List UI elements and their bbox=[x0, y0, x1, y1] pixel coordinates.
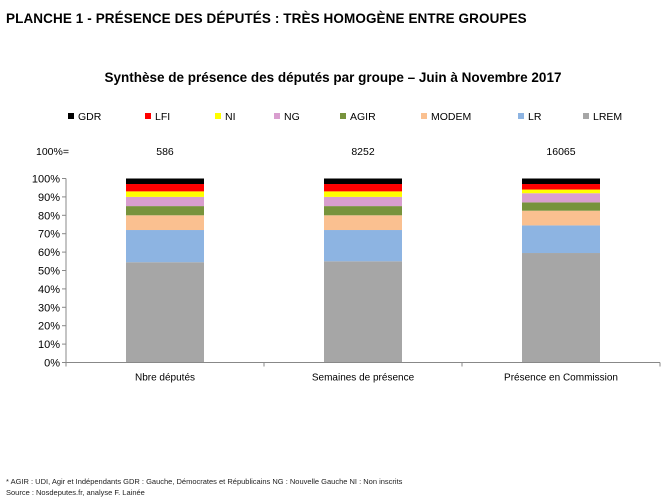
legend-item-lr: LR bbox=[518, 111, 542, 123]
totals-prefix: 100%= bbox=[36, 146, 69, 158]
legend-label: AGIR bbox=[350, 111, 376, 123]
bar-stack bbox=[324, 178, 402, 363]
y-tick-label: 60% bbox=[38, 247, 60, 259]
y-tick-label: 80% bbox=[38, 210, 60, 222]
chart-title: Synthèse de présence des députés par gro… bbox=[105, 70, 562, 85]
legend-item-agir: AGIR bbox=[340, 111, 376, 123]
legend-label: LR bbox=[528, 111, 542, 123]
legend-label: NI bbox=[225, 111, 236, 123]
legend-swatch bbox=[274, 113, 280, 119]
bar-segment-lfi bbox=[126, 184, 204, 192]
y-tick-label: 0% bbox=[44, 358, 60, 370]
bar-segment-modem bbox=[522, 210, 600, 226]
bars bbox=[126, 178, 600, 363]
legend: GDR LFI NI NG AGIR MODEM LR LREM bbox=[68, 111, 622, 123]
y-tick-label: 100% bbox=[32, 174, 60, 186]
legend-item-gdr: GDR bbox=[68, 111, 102, 123]
bar-segment-lrem bbox=[126, 262, 204, 363]
stacked-bar-chart: Synthèse de présence des députés par gro… bbox=[32, 70, 661, 384]
bar-segment-lrem bbox=[324, 261, 402, 363]
total-value: 586 bbox=[156, 146, 174, 158]
bar-segment-agir bbox=[126, 206, 204, 216]
bar-segment-lfi bbox=[324, 184, 402, 192]
legend-swatch bbox=[421, 113, 427, 119]
bar-segment-modem bbox=[324, 215, 402, 231]
legend-swatch bbox=[340, 113, 346, 119]
bar-segment-ng bbox=[126, 196, 204, 207]
legend-swatch bbox=[68, 113, 74, 119]
y-tick-label: 20% bbox=[38, 321, 60, 333]
y-tick-label: 40% bbox=[38, 284, 60, 296]
x-tick-label: Semaines de présence bbox=[312, 373, 415, 384]
legend-item-ng: NG bbox=[274, 111, 300, 123]
bar-segment-ng bbox=[522, 193, 600, 203]
legend-swatch bbox=[518, 113, 524, 119]
legend-label: NG bbox=[284, 111, 300, 123]
bar-stack bbox=[522, 178, 600, 363]
total-value: 16065 bbox=[546, 146, 575, 158]
y-tick-label: 50% bbox=[38, 266, 60, 278]
bar-stack bbox=[126, 178, 204, 363]
bar-segment-gdr bbox=[522, 178, 600, 185]
y-tick-label: 70% bbox=[38, 229, 60, 241]
y-tick-label: 30% bbox=[38, 302, 60, 314]
bar-segment-ni bbox=[126, 191, 204, 197]
page-heading: PLANCHE 1 - PRÉSENCE DES DÉPUTÉS : TRÈS … bbox=[6, 11, 527, 26]
footnote: * AGIR : UDI, Agir et Indépendants GDR :… bbox=[6, 476, 402, 498]
legend-item-lrem: LREM bbox=[583, 111, 622, 123]
y-tick-label: 10% bbox=[38, 339, 60, 351]
bar-segment-agir bbox=[324, 206, 402, 216]
legend-label: MODEM bbox=[431, 111, 471, 123]
legend-swatch bbox=[215, 113, 221, 119]
legend-item-lfi: LFI bbox=[145, 111, 170, 123]
legend-item-modem: MODEM bbox=[421, 111, 471, 123]
bar-segment-lr bbox=[126, 230, 204, 263]
bar-segment-ni bbox=[324, 191, 402, 197]
legend-swatch bbox=[583, 113, 589, 119]
footnote-source: Source : Nosdeputes.fr, analyse F. Lainé… bbox=[6, 488, 145, 497]
bar-segment-modem bbox=[126, 215, 204, 231]
bar-segment-lr bbox=[324, 230, 402, 262]
legend-label: LFI bbox=[155, 111, 170, 123]
bar-segment-ni bbox=[522, 189, 600, 194]
y-tick-label: 90% bbox=[38, 192, 60, 204]
legend-label: LREM bbox=[593, 111, 622, 123]
bar-segment-gdr bbox=[126, 178, 204, 185]
x-tick-label: Nbre députés bbox=[135, 373, 195, 384]
total-value: 8252 bbox=[351, 146, 375, 158]
bar-segment-ng bbox=[324, 196, 402, 207]
bar-segment-lr bbox=[522, 225, 600, 254]
bar-segment-lfi bbox=[522, 184, 600, 190]
legend-label: GDR bbox=[78, 111, 102, 123]
x-tick-label: Présence en Commission bbox=[504, 373, 618, 384]
bar-segment-agir bbox=[522, 202, 600, 211]
x-axis: Nbre députés Semaines de présence Présence… bbox=[65, 362, 661, 384]
totals-row: 100%= 586 8252 16065 bbox=[36, 146, 576, 158]
legend-item-ni: NI bbox=[215, 111, 236, 123]
y-axis: 0% 10% 20% 30% 40% 50% 60% 70% 80% 90% 100% bbox=[32, 174, 67, 370]
footnote-definitions: * AGIR : UDI, Agir et Indépendants GDR :… bbox=[6, 477, 403, 486]
legend-swatch bbox=[145, 113, 151, 119]
bar-segment-lrem bbox=[522, 253, 600, 363]
bar-segment-gdr bbox=[324, 178, 402, 185]
